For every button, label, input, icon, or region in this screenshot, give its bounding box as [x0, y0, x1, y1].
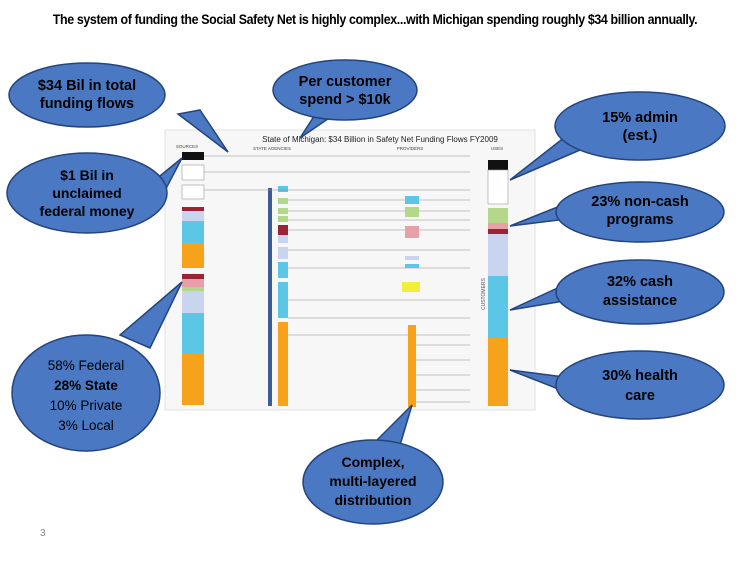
callout-non-cash-line-2: programs: [607, 212, 674, 228]
callout-unclaimed-line-1: $1 Bil in: [60, 167, 114, 183]
callout-unclaimed-line-3: federal money: [40, 203, 135, 219]
callout-health: 30% health care: [509, 350, 725, 420]
slide-headline: The system of funding the Social Safety …: [52, 12, 698, 27]
callout-funding-mix: 58% Federal 28% State 10% Private 3% Local: [11, 281, 183, 452]
sources-header: SOURCES: [176, 144, 198, 149]
callout-funding-mix-line-3: 10% Private: [50, 398, 123, 413]
callout-funding-mix-line-1: 58% Federal: [48, 358, 125, 373]
callout-cash: 32% cash assistance: [509, 259, 725, 325]
providers-header: PROVIDERS: [397, 146, 424, 151]
callout-admin: 15% admin (est.): [509, 91, 726, 181]
callout-per-customer-line-1: Per customer: [299, 74, 392, 90]
callout-funding-mix-line-4: 3% Local: [58, 418, 114, 433]
callout-unclaimed: $1 Bil in unclaimed federal money: [6, 152, 183, 234]
uses-header: USES: [491, 146, 503, 151]
sources-column: [181, 152, 205, 405]
callout-complex-line-3: distribution: [335, 492, 412, 508]
callout-non-cash: 23% non-cash programs: [509, 181, 725, 243]
diagram-title: State of Michigan: $34 Billion in Safety…: [262, 135, 498, 144]
customers-label: CUSTOMERS: [481, 277, 487, 310]
callout-complex-line-1: Complex,: [341, 454, 404, 470]
callout-total-flows: $34 Bil in total funding flows: [8, 62, 229, 153]
callout-health-line-1: 30% health: [602, 368, 678, 384]
callout-cash-line-1: 32% cash: [607, 274, 673, 290]
callout-cash-line-2: assistance: [603, 293, 677, 309]
agencies-column: [268, 186, 288, 406]
callout-admin-line-2: (est.): [623, 128, 658, 144]
callout-total-flows-line-1: $34 Bil in total: [38, 78, 136, 94]
callout-health-line-2: care: [625, 388, 655, 404]
callout-funding-mix-line-2: 28% State: [54, 378, 118, 393]
callout-admin-line-1: 15% admin: [602, 110, 678, 126]
callout-unclaimed-line-2: unclaimed: [52, 185, 121, 201]
uses-column: CUSTOMERS: [481, 160, 509, 406]
callout-complex-line-2: multi-layered: [329, 473, 416, 489]
providers-column: [402, 196, 420, 407]
callout-non-cash-line-1: 23% non-cash: [591, 194, 689, 210]
callout-per-customer: Per customer spend > $10k: [272, 59, 418, 139]
flow-lines: [204, 155, 470, 403]
callout-complex: Complex, multi-layered distribution: [302, 404, 444, 525]
callout-total-flows-line-2: funding flows: [40, 96, 134, 112]
slide-number: 3: [40, 528, 46, 539]
callout-per-customer-line-2: spend > $10k: [299, 92, 391, 108]
diagram-panel: [164, 129, 536, 411]
svg-text:15% admin(est.): 15% admin (est.): [602, 110, 678, 144]
agencies-header: STATE AGENCIES: [253, 146, 291, 151]
